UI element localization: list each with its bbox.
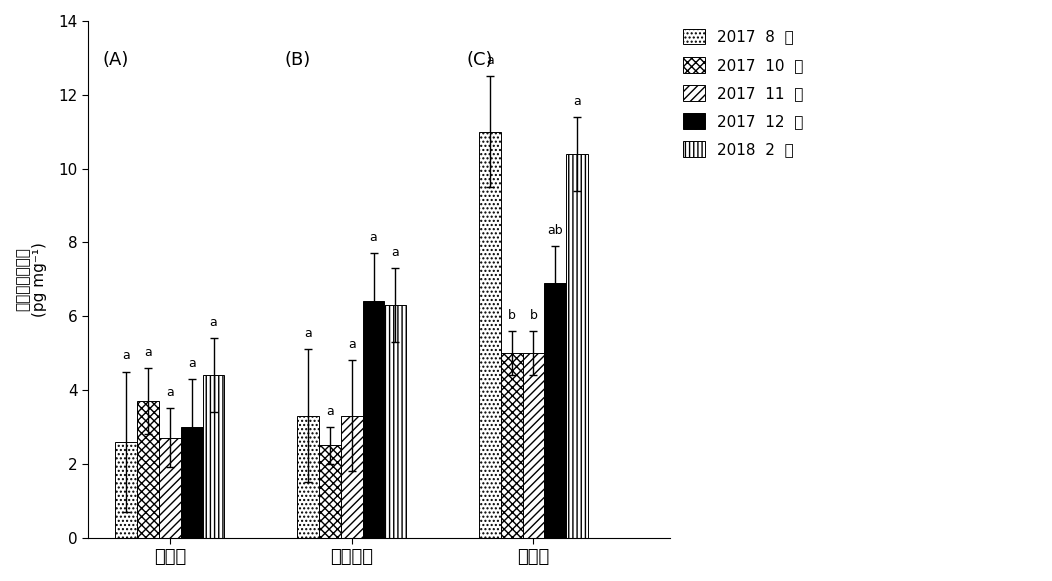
Text: a: a xyxy=(209,316,218,329)
Text: (A): (A) xyxy=(103,51,129,69)
Bar xyxy=(298,416,319,537)
Text: a: a xyxy=(486,54,493,67)
Y-axis label: 평균코티솔농도
(pg mg⁻¹): 평균코티솔농도 (pg mg⁻¹) xyxy=(15,242,47,317)
Text: ab: ab xyxy=(547,224,563,237)
Text: a: a xyxy=(348,338,356,352)
Text: a: a xyxy=(326,404,333,418)
Legend: 2017  8  월, 2017  10  월, 2017  11  월, 2017  12  월, 2018  2  월: 2017 8 월, 2017 10 월, 2017 11 월, 2017 12 … xyxy=(683,28,804,157)
Bar xyxy=(116,442,137,537)
Text: a: a xyxy=(144,346,153,358)
Text: b: b xyxy=(508,309,515,322)
Bar xyxy=(384,305,406,537)
Text: a: a xyxy=(188,357,196,370)
Text: a: a xyxy=(573,95,581,107)
Bar xyxy=(501,353,523,537)
Text: a: a xyxy=(369,231,378,244)
Text: a: a xyxy=(304,327,312,340)
Text: a: a xyxy=(166,386,174,399)
Bar xyxy=(319,445,341,537)
Bar xyxy=(479,132,501,537)
Text: a: a xyxy=(122,349,130,363)
Bar xyxy=(544,283,566,537)
Bar xyxy=(137,401,159,537)
Text: (C): (C) xyxy=(466,51,492,69)
Bar xyxy=(181,427,203,537)
Bar xyxy=(363,302,384,537)
Bar xyxy=(159,438,181,537)
Bar xyxy=(341,416,363,537)
Bar xyxy=(566,154,588,537)
Bar xyxy=(203,375,224,537)
Text: a: a xyxy=(391,246,399,259)
Bar xyxy=(523,353,544,537)
Text: (B): (B) xyxy=(284,51,310,69)
Text: b: b xyxy=(529,309,538,322)
